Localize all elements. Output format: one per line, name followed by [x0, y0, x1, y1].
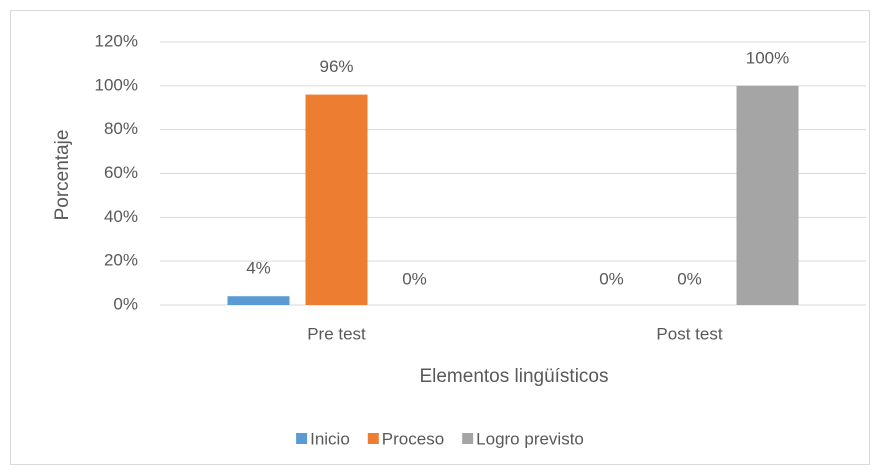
y-tick-label: 0% [113, 294, 138, 313]
legend-label: Proceso [382, 429, 444, 448]
data-label: 0% [599, 269, 624, 288]
y-axis-label: Porcentaje [52, 130, 73, 221]
data-label: 96% [319, 57, 353, 76]
y-tick-label: 20% [104, 251, 138, 270]
data-label: 0% [677, 269, 702, 288]
x-tick-label: Pre test [307, 324, 366, 343]
data-label: 4% [246, 259, 271, 278]
y-tick-label: 120% [95, 31, 138, 50]
bar [736, 85, 799, 305]
y-tick-label: 60% [104, 163, 138, 182]
x-axis-label: Elementos lingüísticos [419, 366, 608, 387]
bar [305, 94, 368, 305]
x-tick-label: Post test [656, 324, 722, 343]
y-tick-label: 80% [104, 119, 138, 138]
legend-label: Logro previsto [476, 429, 584, 448]
legend-label: Inicio [310, 429, 350, 448]
legend-swatch [367, 433, 379, 444]
legend-swatch [462, 433, 474, 444]
bar [227, 296, 290, 305]
legend-swatch [296, 433, 308, 444]
y-tick-label: 40% [104, 207, 138, 226]
data-label: 100% [746, 48, 789, 67]
data-label: 0% [402, 269, 427, 288]
y-tick-label: 100% [95, 75, 138, 94]
